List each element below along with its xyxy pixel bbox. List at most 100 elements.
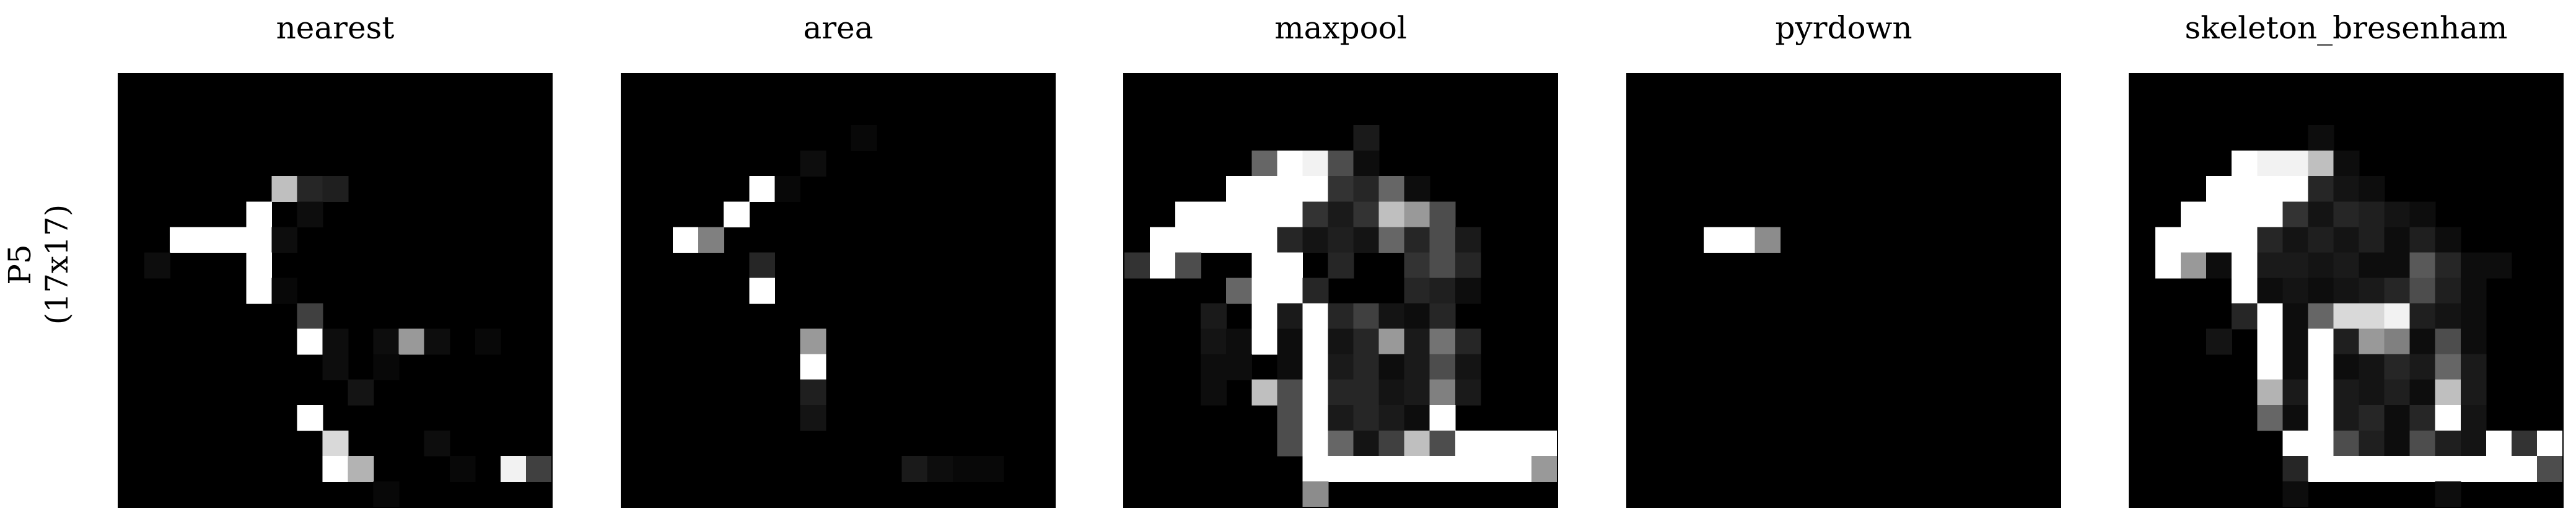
heatmap-cell [2155,227,2181,253]
heatmap-cell [2282,176,2309,203]
panel-pyrdown: pyrdown [1626,0,2061,526]
panel-title: pyrdown [1775,10,1912,46]
heatmap-cell [2333,405,2360,431]
heatmap-cell [348,379,374,406]
heatmap-cell [2257,328,2284,355]
heatmap-cell [1201,201,1227,228]
heatmap-cell [2181,252,2207,279]
heatmap-cell [2333,430,2360,457]
heatmap-cell [927,455,953,482]
heatmap-cell [2409,430,2436,457]
heatmap-cell [2409,201,2436,228]
heatmap-cell [1429,328,1456,355]
heatmap-cell [1378,227,1405,253]
heatmap-cell [2257,201,2284,228]
heatmap-cell [1175,227,1201,253]
heatmap-cell [2333,176,2360,203]
heatmap-cell [1455,252,1481,279]
heatmap-cell [2308,278,2334,304]
heatmap-cell [1277,252,1303,279]
heatmap-cell [2308,379,2334,406]
heatmap-cell [1302,430,1329,457]
heatmap-cell [2282,354,2309,380]
heatmap-cell [1328,455,1354,482]
heatmap-cell [449,455,476,482]
heatmap-cell [2384,379,2411,406]
heatmap-cell [2359,354,2385,380]
heatmap-cell [1328,176,1354,203]
heatmap-cell [1302,278,1329,304]
heatmap-cell [1353,455,1380,482]
heatmap-nearest [118,73,553,508]
heatmap-cell [2359,379,2385,406]
heatmap-cell [2206,328,2233,355]
heatmap-cell [424,430,450,457]
heatmap-cell [698,227,725,253]
heatmap-cell [2409,405,2436,431]
heatmap-cell [2384,405,2411,431]
heatmap-cell [398,328,425,355]
heatmap-cell [1378,354,1405,380]
heatmap-cell [2359,303,2385,330]
heatmap-cell [2435,328,2461,355]
heatmap-cell [2282,201,2309,228]
heatmap-cell [1353,303,1380,330]
heatmap-cell [2359,278,2385,304]
panel-title: area [803,10,874,46]
heatmap-svg [1704,227,1781,253]
heatmap-cell [774,176,801,203]
heatmap-cell [1302,328,1329,355]
heatmap-cell [1328,430,1354,457]
heatmap-cell [1729,227,1756,253]
heatmap-cell [297,328,323,355]
heatmap-cell [2536,455,2562,482]
heatmap-cell [1429,354,1456,380]
heatmap-cell [2206,252,2233,279]
heatmap-cell [1201,328,1227,355]
heatmap-cell [1277,328,1303,355]
heatmap-cell [2409,354,2436,380]
heatmap-cell [2435,303,2461,330]
heatmap-cell [1302,151,1329,177]
heatmap-cell [297,405,323,431]
heatmap-cell [2257,379,2284,406]
heatmap-cell [271,227,298,253]
heatmap-cell [2409,328,2436,355]
heatmap-cell [2308,328,2334,355]
heatmap-cell [749,252,776,279]
heatmap-cell [2435,379,2461,406]
heatmap-cell [2232,201,2258,228]
heatmap-cell [2435,455,2461,482]
heatmap-cell [2409,278,2436,304]
heatmap-cell [1302,379,1329,406]
heatmap-cell [1175,201,1201,228]
heatmap-cell [749,176,776,203]
heatmap-cell [1150,227,1176,253]
heatmap-cell [2460,379,2487,406]
heatmap-cell [2282,455,2309,482]
heatmap-cell [2460,303,2487,330]
heatmap-cell [1404,303,1430,330]
heatmap-cell [1378,201,1405,228]
heatmap-cell [1251,227,1278,253]
heatmap-cell [2435,227,2461,253]
heatmap-cell [1378,176,1405,203]
heatmap-cell [1226,176,1253,203]
heatmap-cell [2384,328,2411,355]
heatmap-cell [1755,227,1781,253]
heatmap-cell [1429,227,1456,253]
heatmap-cell [2460,252,2487,279]
heatmap-cell [1404,278,1430,304]
heatmap-cell [2282,430,2309,457]
heatmap-cell [2308,405,2334,431]
panel-title: nearest [276,10,395,46]
heatmap-cell [2257,176,2284,203]
heatmap-svg [673,125,1004,482]
heatmap-cell [1455,354,1481,380]
heatmap-cell [800,405,826,431]
heatmap-cell [195,227,222,253]
heatmap-cell [246,278,273,304]
heatmap-cell [271,278,298,304]
heatmap-cell [978,455,1004,482]
heatmap-cell [1124,252,1150,279]
